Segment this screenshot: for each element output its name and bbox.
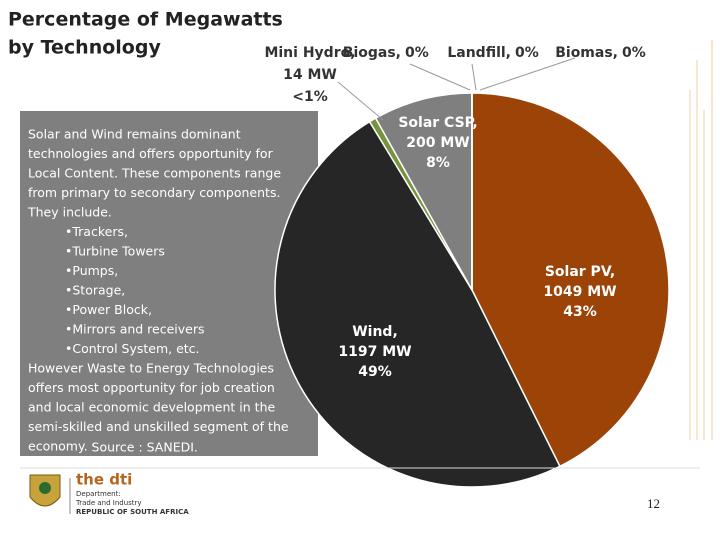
slice-percent: <1% (292, 89, 328, 105)
box-line: •Turbine Towers (65, 244, 165, 259)
slice-percent: 0% (622, 45, 646, 61)
decor-lines (689, 40, 713, 440)
slice-name: Biogas, (343, 45, 401, 61)
box-line: technologies and offers opportunity for (28, 146, 274, 161)
box-line: from primary to secondary components. (28, 185, 280, 200)
title-line: Percentage of Megawatts (8, 9, 283, 31)
logo-line: Trade and Industry (75, 499, 142, 507)
slice-percent: 49% (358, 364, 392, 380)
box-line: •Pumps, (65, 263, 118, 278)
logo-line: REPUBLIC OF SOUTH AFRICA (76, 508, 189, 516)
slice-name: Landfill, (447, 45, 511, 61)
pie-slice (274, 120, 561, 488)
box-line: •Storage, (65, 283, 125, 298)
slice-name: Mini Hydro, (264, 45, 355, 61)
slice-value: 1049 MW (543, 284, 616, 300)
pie-slice (471, 92, 670, 468)
box-line: economy. (28, 439, 88, 454)
logo-name: the dti (76, 471, 132, 489)
slice-value: 1197 MW (338, 344, 411, 360)
box-line: •Trackers, (65, 224, 128, 239)
logo-line: Department: (76, 490, 121, 498)
page-number: 12 (647, 496, 660, 511)
logo: the dti Department: Trade and Industry R… (29, 471, 189, 516)
source-note: Source : SANEDI. (92, 440, 198, 455)
logo-emblem (39, 482, 51, 494)
slice-name: Biomas, (555, 45, 618, 61)
text-box (20, 111, 318, 456)
slice-value: 14 MW (283, 67, 337, 83)
slice-percent: 8% (426, 155, 450, 171)
box-line: •Power Block, (65, 302, 152, 317)
slice-name: Wind, (352, 324, 398, 340)
box-line: and local economic development in the (28, 400, 275, 415)
box-line: offers most opportunity for job creation (28, 380, 275, 395)
slice-percent: 43% (563, 304, 597, 320)
slice-percent: 0% (515, 45, 539, 61)
slice-value: 200 MW (406, 135, 469, 151)
box-line: Local Content. These components range (28, 166, 281, 181)
title-line: by Technology (8, 37, 161, 59)
leader-lines (337, 57, 576, 121)
box-line: However Waste to Energy Technologies (28, 361, 274, 376)
box-line: semi-skilled and unskilled segment of th… (28, 419, 289, 434)
box-line: •Control System, etc. (65, 341, 200, 356)
slice-name: Solar PV, (545, 264, 615, 280)
pie-slice (374, 92, 473, 293)
box-line: They include. (27, 205, 112, 220)
slice-name: Solar CSP, (398, 115, 477, 131)
box-line: •Mirrors and receivers (65, 322, 205, 337)
slice-percent: 0% (405, 45, 429, 61)
box-line: Solar and Wind remains dominant (28, 127, 241, 142)
